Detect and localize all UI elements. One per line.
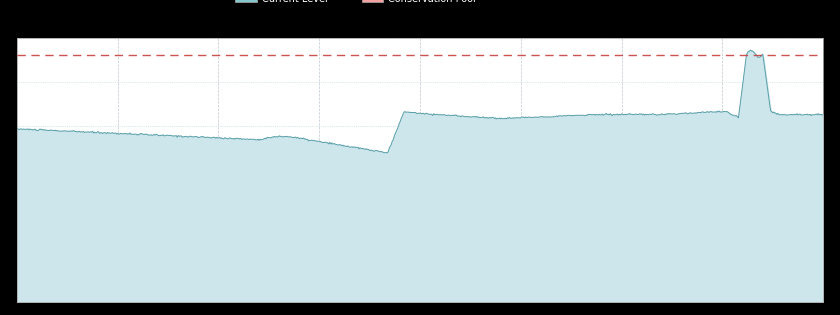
Legend: Current Level, Conservation Pool: Current Level, Conservation Pool xyxy=(232,0,480,8)
